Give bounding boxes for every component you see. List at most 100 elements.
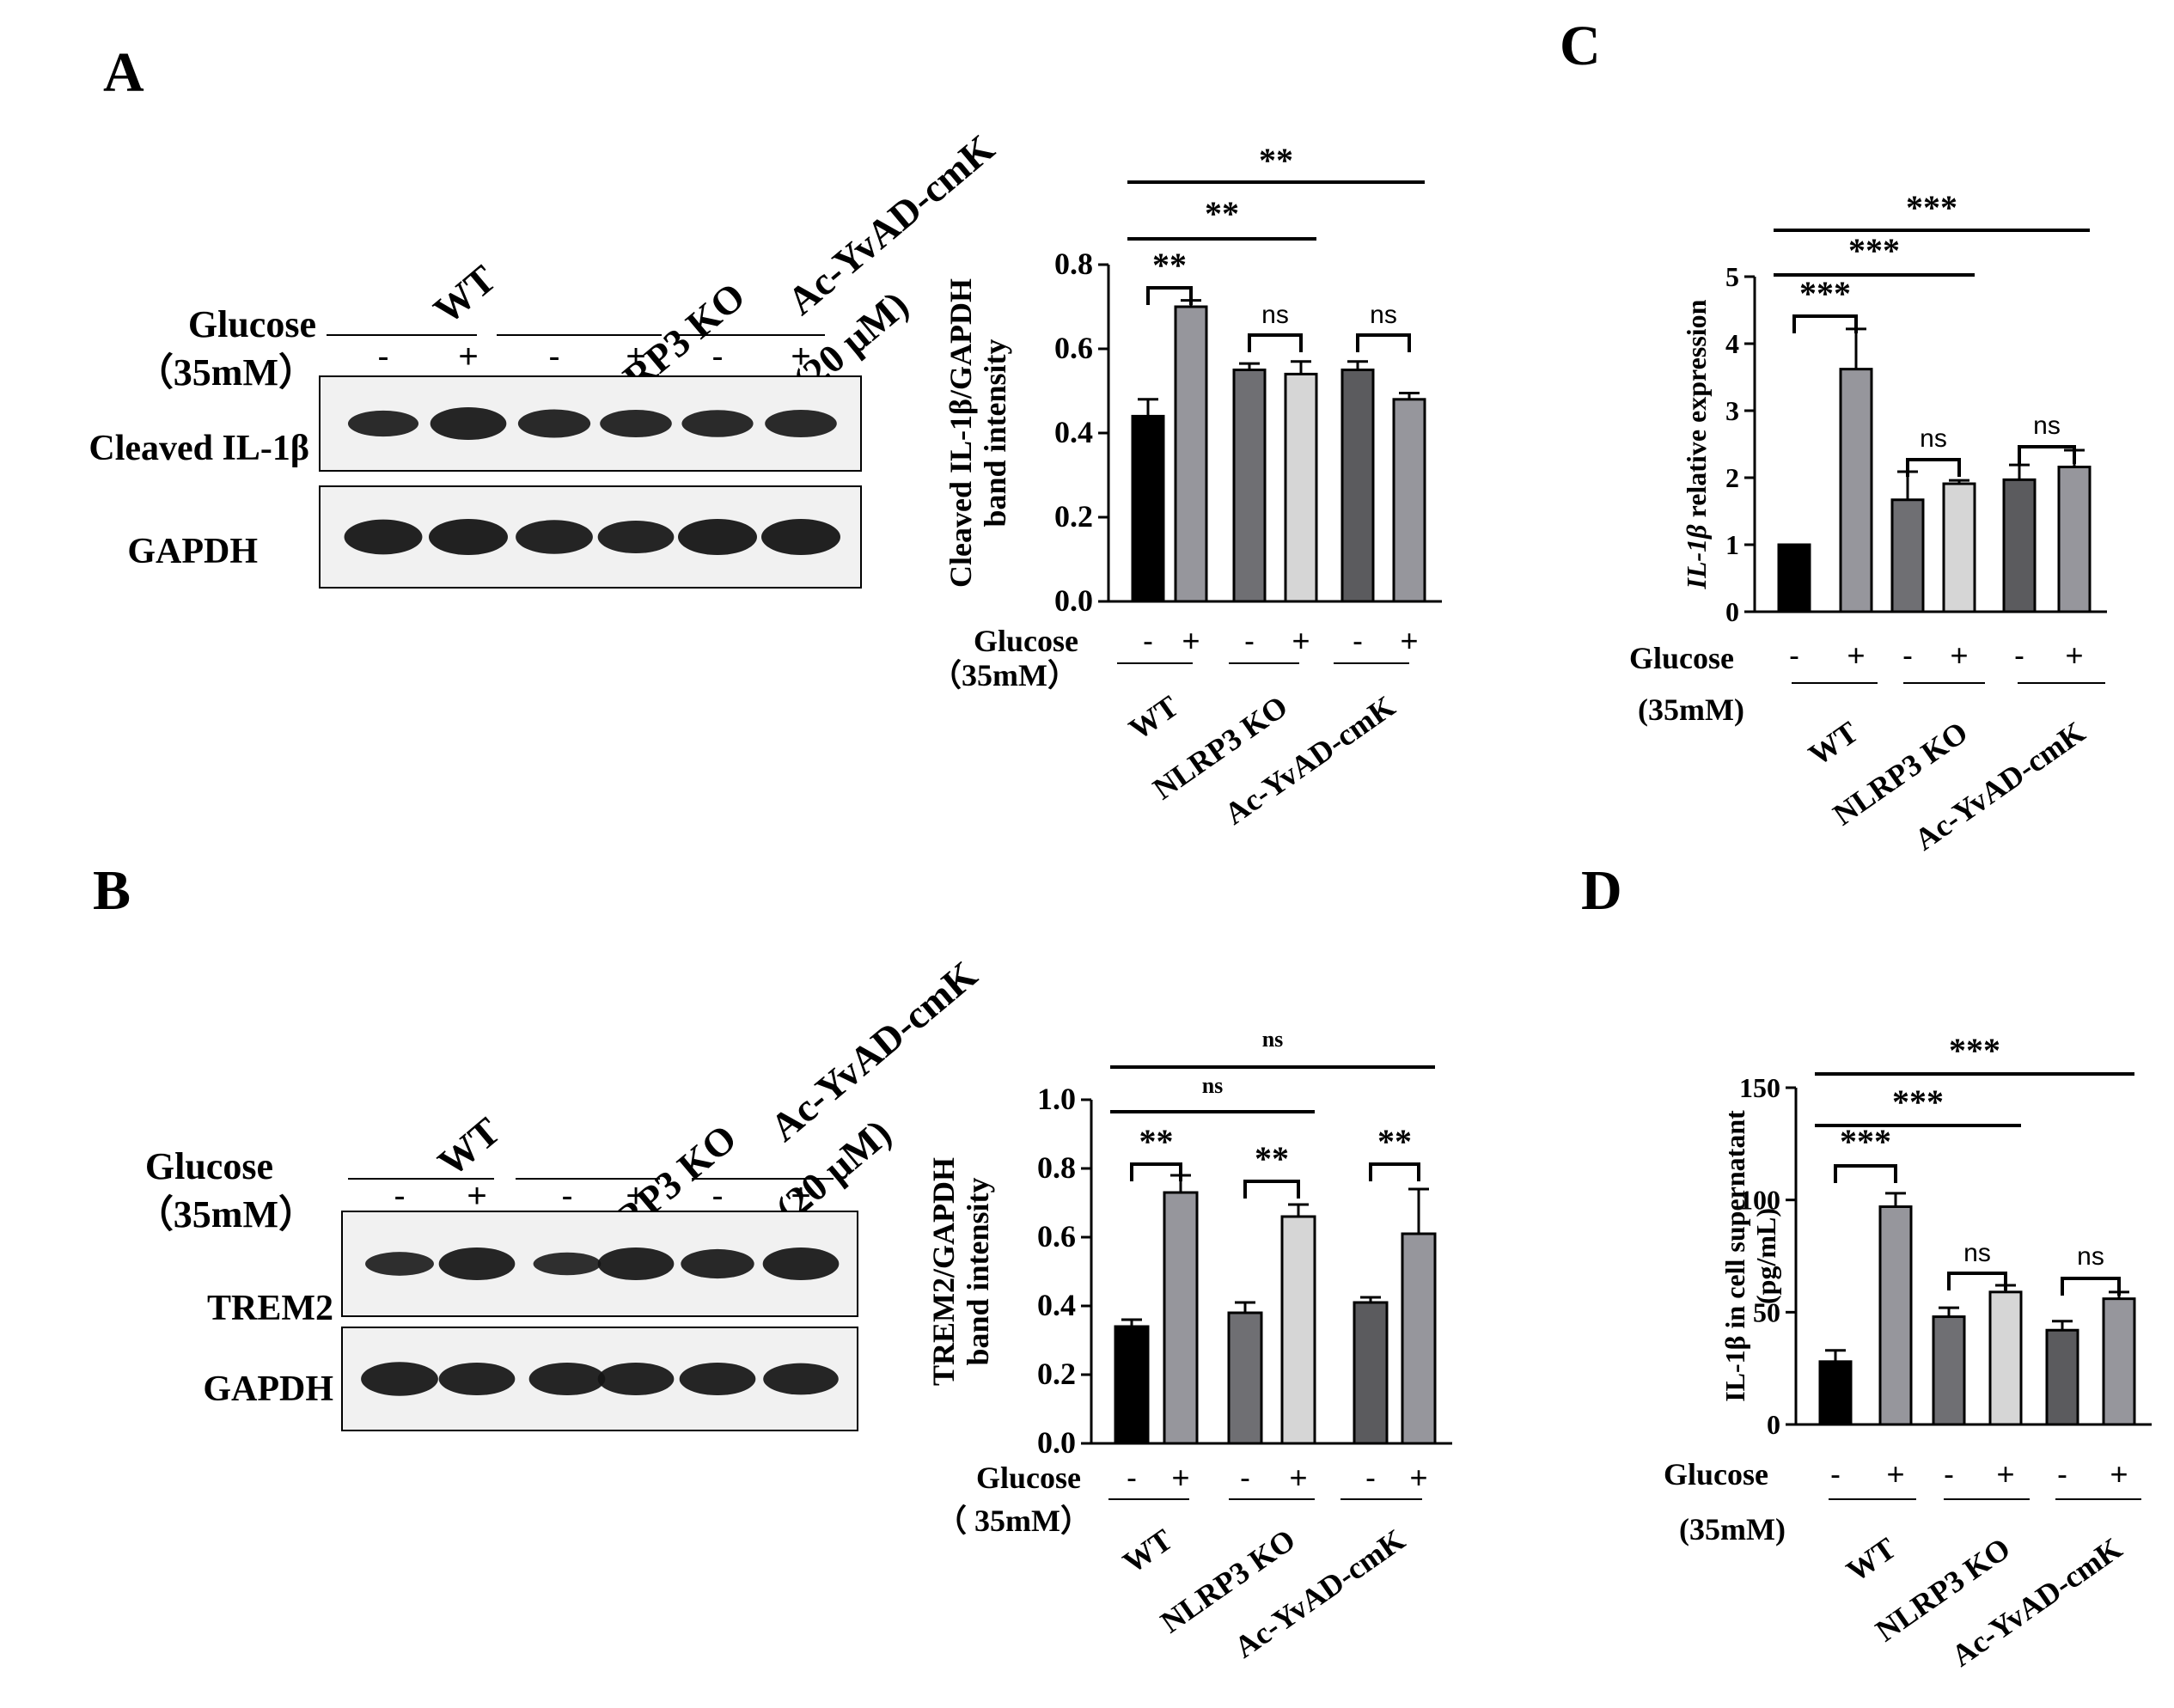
y-tick-label: 3 (1725, 395, 1739, 426)
y-axis-label-line: Cleaved IL-1β/GAPDH (943, 278, 978, 588)
glucose-sign: + (1171, 1460, 1189, 1495)
y-tick-label: 150 (1739, 1072, 1780, 1103)
bar (1892, 500, 1923, 612)
bar (2104, 1299, 2134, 1424)
glucose-label: Glucose (974, 624, 1078, 658)
bar (1115, 1327, 1148, 1443)
glucose-sign: - (1365, 1460, 1376, 1495)
significance-bracket (1358, 335, 1409, 352)
y-tick-label: 2 (1725, 462, 1739, 493)
glucose-sign: - (1830, 1456, 1841, 1491)
significance-label: ** (1139, 1122, 1174, 1161)
glucose-sign: - (1353, 623, 1363, 658)
y-tick-label: 0.0 (1037, 1425, 1076, 1460)
glucose-sign: - (2057, 1456, 2067, 1491)
comparison-label: *** (1848, 231, 1900, 270)
significance-bracket (1371, 1164, 1419, 1181)
glucose-sign: - (1240, 1460, 1250, 1495)
blot-band (678, 519, 757, 555)
concentration-label: （35mM） (931, 658, 1078, 692)
blot-sign: - (711, 338, 723, 375)
blot-glucose-label: Glucose (145, 1145, 273, 1187)
blot-band (763, 1247, 840, 1280)
comparison-label: ** (1259, 141, 1293, 180)
bar (1880, 1207, 1911, 1424)
bar (1394, 400, 1425, 601)
bar (2047, 1330, 2078, 1424)
significance-label: ns (1261, 301, 1289, 329)
bar (1990, 1292, 2021, 1424)
blot-band (761, 519, 840, 555)
glucose-sign: + (1847, 637, 1865, 673)
blot-band (765, 410, 837, 437)
group-label: WT (1840, 1531, 1902, 1589)
blot-band (598, 521, 675, 553)
blot-band (361, 1362, 438, 1395)
blot-concentration-label: （35mM） (136, 1193, 316, 1235)
panel-letter-a: A (103, 41, 144, 104)
glucose-sign: + (1400, 623, 1418, 658)
bar (1342, 370, 1373, 602)
y-tick-label: 1 (1725, 529, 1739, 560)
y-tick-label: 0 (1725, 596, 1739, 627)
bar (1402, 1234, 1435, 1443)
y-axis-label-gene: IL-1β (1681, 524, 1712, 590)
y-axis-label: IL-1β relative expression (1681, 299, 1712, 589)
blot-band (439, 1363, 516, 1395)
significance-bracket (1249, 335, 1301, 352)
y-tick-label: 4 (1725, 328, 1739, 359)
significance-label: ** (1377, 1122, 1412, 1161)
blot-band (348, 411, 418, 436)
bar (1133, 416, 1163, 601)
comparison-label: ns (1202, 1073, 1224, 1098)
blot-concentration-label: （35mM） (136, 351, 316, 393)
glucose-sign: - (1902, 637, 1913, 673)
significance-label: ns (2033, 412, 2061, 440)
bar (2059, 467, 2090, 612)
blot-sign: - (561, 1177, 572, 1215)
group-label: WT (1116, 1522, 1178, 1580)
blot-band (516, 520, 593, 553)
blot-sign: + (458, 338, 478, 375)
blot-band (680, 1363, 756, 1395)
y-axis-label-line: band intensity (978, 339, 1012, 527)
concentration-label: (35mM) (1638, 692, 1744, 727)
blot-band (529, 1363, 606, 1395)
comparison-label: *** (1892, 1083, 1944, 1121)
bar (1841, 369, 1872, 612)
blot-band (598, 1363, 675, 1395)
comparison-label: *** (1949, 1031, 2000, 1070)
glucose-sign: + (1289, 1460, 1307, 1495)
y-tick-label: 0 (1767, 1409, 1780, 1440)
bar (1354, 1302, 1387, 1443)
bar (1176, 307, 1206, 601)
bar-chart-c: 0 1 2 3 4 5 IL-1β relative expression *** ns ns **… (1629, 188, 2107, 857)
glucose-label: Glucose (1664, 1457, 1768, 1491)
blot-sign: + (791, 338, 810, 375)
blot-sign: + (791, 1177, 810, 1215)
y-axis-label: Cleaved IL-1β/GAPDHband intensity (943, 278, 1012, 588)
blot-row-label: TREM2 (207, 1289, 333, 1328)
significance-bracket (1908, 460, 1959, 477)
y-axis-label-line: IL-1β in cell supernatant (1719, 1110, 1750, 1402)
blot-sign: - (394, 1177, 405, 1215)
glucose-sign: - (1789, 637, 1799, 673)
y-axis-label-line: (pg/mL) (1750, 1208, 1781, 1304)
glucose-sign: + (1409, 1460, 1427, 1495)
y-tick-label: 5 (1725, 261, 1739, 292)
blot-group-label: WT (430, 1109, 509, 1185)
y-tick-label: 0.8 (1037, 1150, 1076, 1185)
blot-band (763, 1363, 839, 1395)
bar (1229, 1313, 1261, 1443)
bar (1779, 545, 1810, 612)
y-axis-label: IL-1β in cell supernatant(pg/mL) (1719, 1110, 1781, 1402)
panel-letter-b: B (93, 859, 131, 922)
significance-label: ** (1152, 246, 1187, 284)
significance-bracket (1245, 1181, 1298, 1199)
y-tick-label: 0.4 (1037, 1288, 1076, 1322)
blot-band (681, 1249, 754, 1278)
bar (1234, 370, 1265, 602)
